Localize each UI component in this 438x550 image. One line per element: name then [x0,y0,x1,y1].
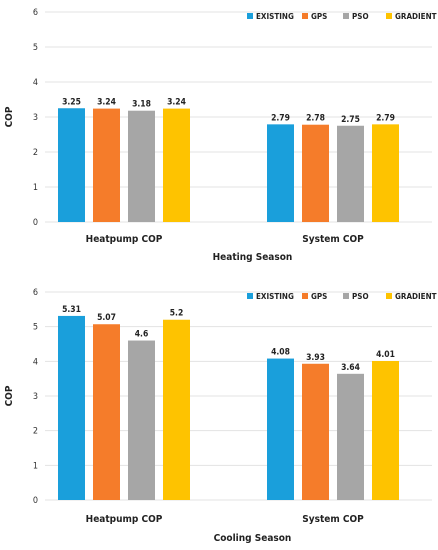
legend-label: GRADIENT [395,12,437,21]
bar [128,340,155,500]
legend-swatch [302,13,308,19]
legend-label: EXISTING [256,12,294,21]
x-category-label: Heatpump COP [86,234,163,245]
y-tick-label: 5 [33,43,38,53]
data-label: 2.75 [341,115,360,125]
x-axis-title: Heating Season [213,252,293,263]
data-label: 3.18 [132,100,151,110]
legend-label: EXISTING [256,292,294,301]
x-category-label: System COP [302,514,364,525]
y-tick-label: 2 [33,427,38,437]
data-label: 3.24 [97,98,116,108]
data-label: 2.79 [376,113,395,123]
y-axis-title: COP [4,385,15,406]
data-label: 5.31 [62,305,81,315]
y-tick-label: 4 [33,78,38,88]
bar [337,373,364,500]
bar [163,108,190,222]
y-tick-label: 3 [33,113,38,123]
y-tick-label: 5 [33,323,38,333]
bar [267,124,294,222]
legend-label: PSO [352,12,369,21]
bar [302,363,329,500]
bar [128,110,155,222]
bar [58,315,85,500]
data-label: 3.93 [306,353,325,363]
bar [372,124,399,222]
y-tick-label: 6 [33,8,38,18]
y-tick-label: 1 [33,461,38,471]
legend-swatch [343,293,349,299]
bar [58,108,85,222]
data-label: 3.25 [62,97,81,107]
legend-label: PSO [352,292,369,301]
data-label: 3.64 [341,363,360,373]
y-tick-label: 6 [33,288,38,298]
legend-swatch [247,13,253,19]
y-tick-label: 3 [33,392,38,402]
y-tick-label: 1 [33,183,38,193]
bar [337,125,364,222]
bar [163,319,190,500]
legend-swatch [386,13,392,19]
data-label: 2.78 [306,114,325,124]
bar [302,124,329,222]
data-label: 4.01 [376,350,395,360]
y-tick-label: 0 [33,218,38,228]
y-tick-label: 0 [33,496,38,506]
data-label: 5.2 [170,309,184,319]
data-label: 4.08 [271,348,290,358]
legend-swatch [247,293,253,299]
legend-label: GRADIENT [395,292,437,301]
data-label: 4.6 [135,330,149,340]
y-axis-title: COP [4,106,15,127]
x-category-label: System COP [302,234,364,245]
bar [93,108,120,222]
legend-swatch [386,293,392,299]
x-axis-title: Cooling Season [214,533,292,544]
data-label: 2.79 [271,113,290,123]
legend-label: GPS [311,292,327,301]
x-category-label: Heatpump COP [86,514,163,525]
data-label: 5.07 [97,313,116,323]
legend-swatch [343,13,349,19]
data-label: 3.24 [167,98,186,108]
y-tick-label: 4 [33,357,38,367]
legend-swatch [302,293,308,299]
legend-label: GPS [311,12,327,21]
bar [372,360,399,500]
bar [93,324,120,500]
bar [267,358,294,500]
y-tick-label: 2 [33,148,38,158]
